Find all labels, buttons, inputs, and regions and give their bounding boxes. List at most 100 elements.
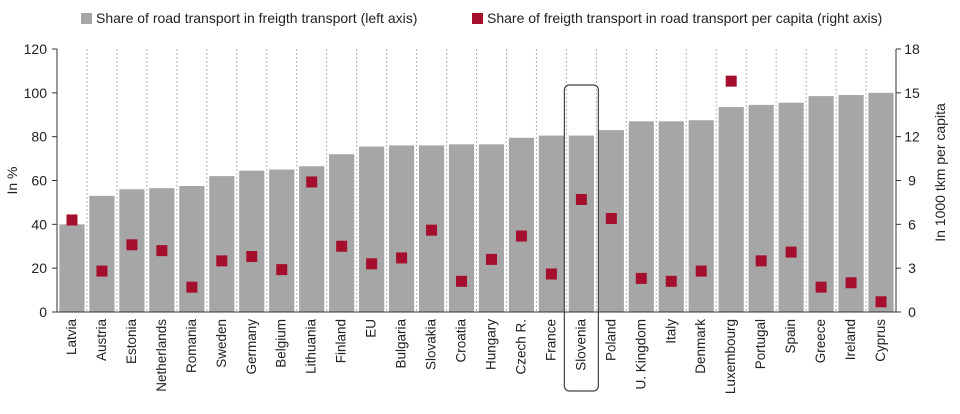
- x-tick-label: Hungary: [483, 319, 498, 370]
- y-right-tick-label: 0: [908, 304, 916, 320]
- bar: [868, 92, 894, 312]
- marker-point: [366, 258, 378, 270]
- marker-point: [276, 264, 288, 276]
- bar: [838, 95, 864, 313]
- x-tick-label: Slovakia: [424, 319, 439, 371]
- x-tick-label: EU: [364, 319, 379, 338]
- x-tick-label: Denmark: [693, 319, 708, 374]
- marker-point: [156, 245, 168, 257]
- bar: [239, 170, 265, 312]
- x-tick-label: Poland: [603, 319, 618, 361]
- x-tick-label: Cyprus: [873, 319, 888, 362]
- y-left-tick-label: 60: [31, 173, 47, 189]
- bar: [778, 102, 804, 312]
- y-left-tick-label: 120: [24, 41, 48, 57]
- bar: [209, 176, 235, 312]
- bar: [718, 107, 744, 313]
- legend-label-bars: Share of road transport in freigth trans…: [96, 10, 417, 26]
- y-left-tick-label: 0: [39, 304, 47, 320]
- x-tick-label: Estonia: [124, 319, 139, 365]
- y-right-tick-label: 12: [904, 129, 920, 145]
- x-tick-label: Luxembourg: [723, 319, 738, 394]
- bar: [59, 224, 85, 312]
- marker-point: [66, 214, 78, 226]
- marker-point: [785, 246, 797, 258]
- y-right-tick-label: 9: [908, 173, 916, 189]
- marker-point: [186, 281, 198, 293]
- bar: [269, 169, 295, 312]
- x-tick-label: Portugal: [753, 319, 768, 369]
- marker-point: [635, 272, 647, 284]
- bar: [359, 146, 385, 312]
- x-tick-label: Belgium: [274, 319, 289, 368]
- bar: [808, 96, 834, 312]
- bar: [508, 137, 535, 312]
- x-tick-label: France: [543, 319, 558, 361]
- y-right-tick-label: 3: [908, 260, 916, 276]
- bar: [179, 185, 205, 312]
- marker-point: [575, 193, 587, 205]
- bar: [389, 145, 415, 312]
- x-tick-label: Spain: [783, 319, 798, 354]
- x-tick-label: Netherlands: [154, 319, 169, 392]
- bar: [329, 154, 355, 312]
- marker-point: [875, 296, 887, 308]
- x-tick-label: Bulgaria: [394, 319, 409, 369]
- y-left-tick-label: 20: [31, 260, 47, 276]
- marker-point: [515, 230, 527, 242]
- legend-swatch-markers: [472, 13, 483, 24]
- y-left-tick-label: 100: [24, 85, 48, 101]
- bar: [478, 144, 505, 312]
- bar: [119, 189, 145, 312]
- marker-point: [216, 255, 228, 267]
- marker-point: [336, 240, 348, 252]
- x-tick-label: Ireland: [843, 319, 858, 360]
- y-left-axis-label: In %: [4, 166, 20, 194]
- bar: [688, 120, 714, 313]
- marker-point: [725, 75, 737, 87]
- y-right-tick-label: 18: [904, 41, 920, 57]
- marker-point: [545, 268, 557, 280]
- marker-point: [396, 252, 408, 264]
- y-right-tick-label: 6: [908, 216, 916, 232]
- marker-point: [845, 277, 857, 289]
- x-tick-label: Czech R.: [513, 319, 528, 375]
- marker-point: [246, 250, 258, 262]
- bar: [89, 195, 115, 312]
- bar: [568, 135, 594, 312]
- x-tick-label: Lithuania: [304, 319, 319, 374]
- bar: [448, 144, 475, 312]
- y-right-axis-label: In 1000 tkm per capita: [932, 103, 948, 242]
- marker-point: [695, 265, 707, 277]
- x-tick-label: U. Kingdom: [633, 319, 648, 390]
- x-tick-label: Germany: [244, 319, 259, 375]
- marker-point: [755, 255, 767, 267]
- marker-point: [665, 275, 677, 287]
- bar: [748, 104, 774, 312]
- legend-label-markers: Share of freigth transport in road trans…: [487, 10, 882, 26]
- marker-point: [426, 224, 438, 236]
- y-right-tick-label: 15: [904, 85, 920, 101]
- x-tick-label: Slovenia: [573, 319, 588, 371]
- marker-point: [456, 275, 468, 287]
- marker-point: [485, 253, 497, 265]
- legend-swatch-bars: [81, 13, 92, 24]
- x-tick-label: Croatia: [454, 319, 469, 363]
- marker-point: [605, 212, 617, 224]
- y-left-tick-label: 40: [31, 216, 47, 232]
- x-tick-label: Sweden: [214, 319, 229, 368]
- marker-point: [126, 239, 138, 251]
- x-tick-label: Romania: [184, 319, 199, 374]
- highlight-box: [563, 84, 599, 392]
- marker-point: [306, 176, 318, 188]
- bar: [299, 166, 325, 312]
- bar: [538, 135, 564, 312]
- x-tick-label: Italy: [663, 319, 678, 344]
- x-tick-label: Austria: [94, 319, 109, 362]
- x-tick-label: Finland: [334, 319, 349, 363]
- x-tick-label: Greece: [813, 319, 828, 363]
- y-left-tick-label: 80: [31, 129, 47, 145]
- x-tick-label: Latvia: [64, 319, 79, 356]
